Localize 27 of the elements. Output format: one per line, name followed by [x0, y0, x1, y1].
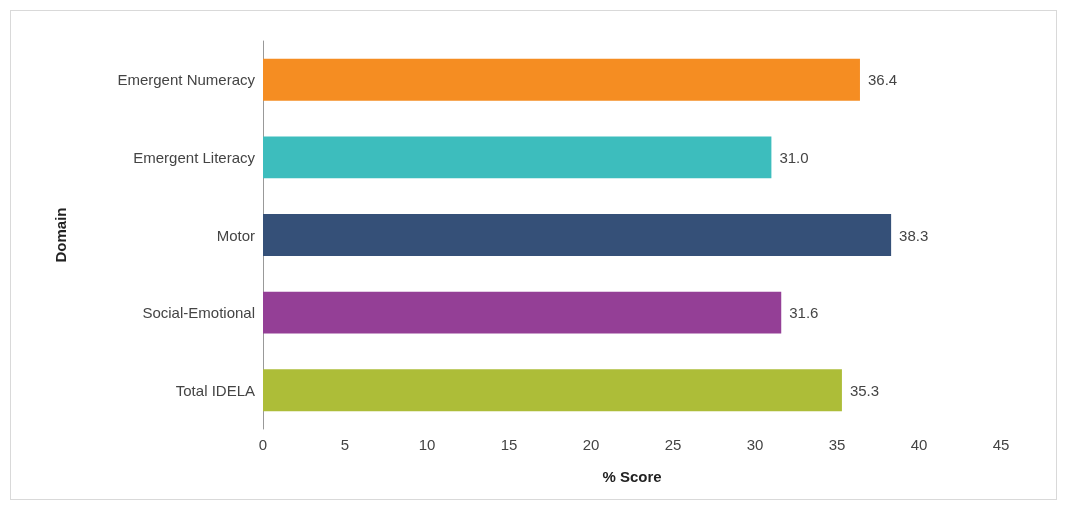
bar — [263, 214, 892, 256]
y-tick-label: Emergent Numeracy — [117, 71, 256, 89]
data-label: 31.0 — [779, 148, 809, 166]
x-tick-label: 30 — [746, 436, 764, 453]
x-tick-label: 0 — [258, 436, 268, 453]
bar — [263, 58, 860, 101]
x-tick-label: 35 — [828, 436, 846, 453]
data-label: 31.6 — [789, 304, 819, 322]
data-label: 38.3 — [899, 226, 929, 244]
data-label: 35.3 — [849, 381, 880, 399]
x-tick-label: 40 — [910, 436, 928, 453]
x-tick-label: 15 — [500, 436, 518, 453]
x-tick-label: 45 — [992, 436, 1010, 453]
x-tick-label: 20 — [582, 436, 600, 453]
x-tick-label: 10 — [418, 436, 436, 453]
data-label: 36.4 — [867, 71, 898, 89]
x-axis-title: % Score — [602, 468, 662, 485]
bar — [263, 369, 842, 412]
x-tick-label: 5 — [340, 436, 350, 453]
y-axis-title: Domain — [52, 207, 69, 263]
y-tick-label: Emergent Literacy — [133, 148, 256, 166]
y-tick-label: Total IDELA — [175, 381, 255, 399]
bar — [263, 136, 772, 179]
x-tick-label: 25 — [664, 436, 682, 453]
y-tick-label: Motor — [216, 226, 255, 244]
bar — [263, 291, 782, 334]
y-tick-label: Social-Emotional — [142, 304, 255, 322]
